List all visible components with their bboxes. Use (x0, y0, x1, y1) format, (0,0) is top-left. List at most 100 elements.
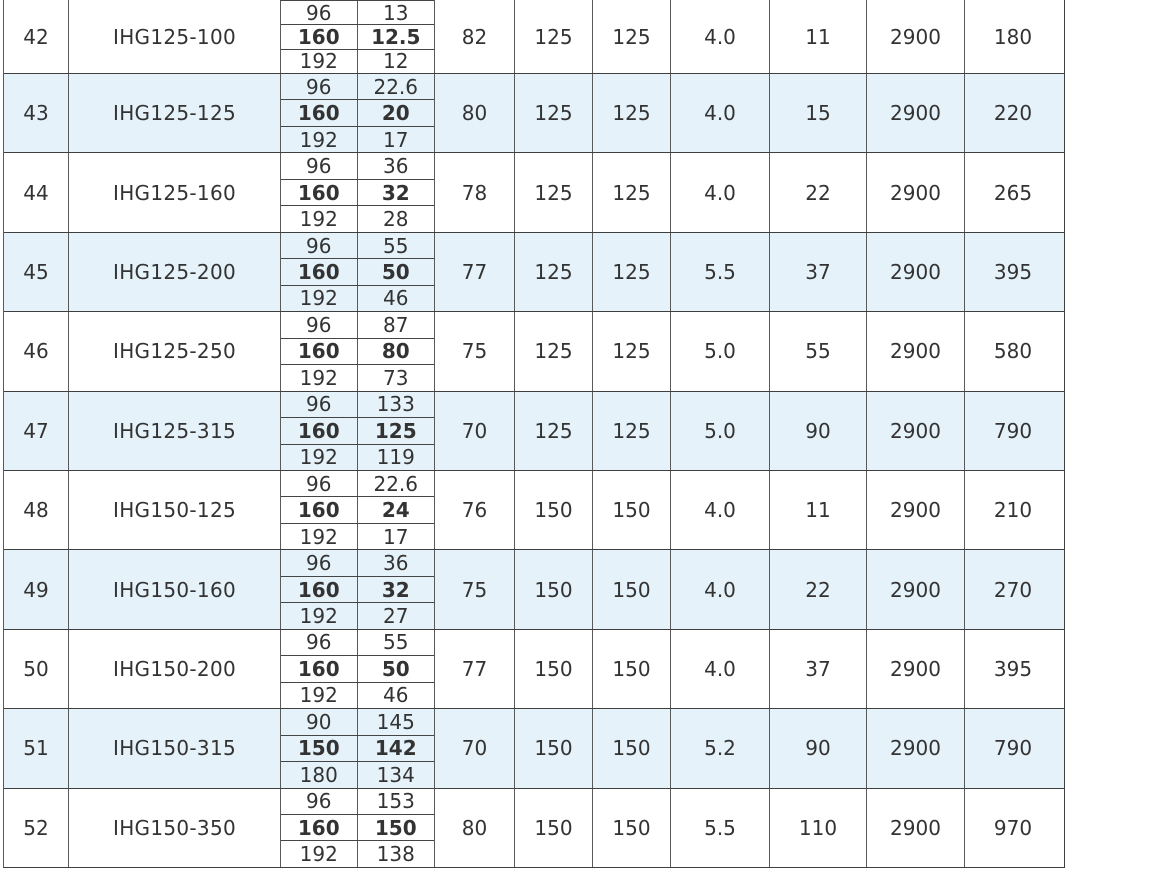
efficiency-cell: 75 (434, 312, 514, 391)
weight-cell: 180 (964, 0, 1061, 73)
weight-cell: 220 (964, 74, 1061, 153)
flow-head-subrow: 192 17 (281, 522, 434, 550)
head-value-cell: 55 (356, 629, 435, 656)
outlet-diameter-cell: 150 (592, 788, 670, 867)
motor-power-cell: 55 (769, 312, 866, 391)
flow-head-subrow: 96 87 (281, 312, 435, 338)
rotation-speed-cell: 2900 (866, 470, 964, 550)
motor-power-cell: 110 (769, 788, 866, 867)
flow-head-subrow: 96 22.6 (281, 470, 435, 497)
flow-head-subrow: 160 12.5 (281, 24, 434, 49)
npsh-cell: 5.0 (670, 391, 769, 470)
table-row: 44 IHG125-160 96 36 160 32 192 28 78 125 125 4.0 22 2… (4, 152, 1064, 232)
weight-cell: 395 (964, 232, 1061, 312)
motor-power-cell: 37 (769, 232, 866, 312)
flow-head-subrow: 192 17 (281, 125, 435, 153)
flow-head-group: 96 36 160 32 192 27 (280, 550, 434, 629)
flow-head-subrow: 96 22.6 (281, 74, 434, 100)
motor-power-cell: 11 (769, 0, 866, 73)
rotation-speed-cell: 2900 (866, 312, 964, 391)
flow-value-cell: 192 (299, 365, 338, 390)
head-value-cell: 142 (356, 735, 435, 762)
inlet-diameter-cell: 125 (514, 312, 592, 391)
head-value-cell: 17 (356, 126, 435, 153)
weight-cell: 790 (964, 709, 1061, 788)
flow-head-subrow: 160 80 (281, 337, 434, 365)
table-row: 45 IHG125-200 96 55 160 50 192 46 77 125 125 5.5 37 2… (4, 231, 1064, 312)
flow-head-subrow: 192 46 (281, 284, 435, 312)
flow-head-subrow: 150 142 (281, 734, 435, 762)
efficiency-cell: 78 (434, 153, 514, 232)
flow-value-cell: 192 (299, 49, 338, 73)
efficiency-cell: 76 (434, 470, 514, 550)
rotation-speed-cell: 2900 (866, 629, 964, 709)
row-number-cell: 44 (23, 180, 49, 205)
flow-value-cell: 160 (297, 25, 340, 49)
outlet-diameter-cell: 150 (592, 709, 670, 788)
flow-value-cell: 192 (299, 524, 338, 549)
flow-head-subrow: 96 36 (281, 153, 434, 179)
npsh-cell: 4.0 (670, 629, 769, 709)
head-value-cell: 46 (356, 682, 435, 709)
rotation-speed-cell: 2900 (866, 153, 964, 232)
model-name-cell: IHG125-160 (68, 153, 280, 232)
head-value-cell: 133 (356, 391, 435, 418)
flow-head-group: 96 55 160 50 192 46 (280, 232, 435, 312)
model-name-cell: IHG125-315 (68, 391, 280, 470)
flow-head-subrow: 96 133 (281, 391, 435, 418)
inlet-diameter-cell: 150 (514, 550, 592, 629)
flow-head-subrow: 160 20 (281, 99, 434, 126)
motor-power-cell: 37 (769, 629, 866, 709)
motor-power-cell: 22 (769, 153, 866, 232)
flow-value-cell: 150 (297, 736, 340, 761)
flow-head-subrow: 96 55 (281, 629, 435, 656)
table-row: 50 IHG150-200 96 55 160 50 192 46 77 150 150 4.0 37 2… (4, 628, 1064, 709)
head-value-cell: 46 (356, 285, 435, 312)
head-value-cell: 145 (356, 709, 435, 735)
flow-head-subrow: 90 145 (281, 709, 435, 735)
motor-power-cell: 15 (769, 74, 866, 153)
head-value-cell: 13 (356, 1, 435, 25)
weight-cell: 395 (964, 629, 1061, 709)
outlet-diameter-cell: 150 (592, 470, 670, 550)
efficiency-cell: 70 (434, 709, 514, 788)
weight-cell: 210 (964, 470, 1061, 550)
npsh-cell: 5.5 (670, 232, 769, 312)
motor-power-cell: 22 (769, 550, 866, 629)
flow-value-cell: 96 (306, 551, 332, 576)
head-value-cell: 73 (356, 365, 435, 391)
motor-power-cell: 90 (769, 391, 866, 470)
head-value-cell: 28 (356, 206, 435, 232)
head-value-cell: 87 (356, 312, 435, 338)
flow-head-subrow: 96 36 (281, 550, 434, 576)
flow-head-group: 96 13 160 12.5 192 12 (280, 0, 434, 73)
head-value-cell: 22.6 (356, 470, 435, 497)
flow-value-cell: 96 (306, 789, 332, 814)
table-row: 52 IHG150-350 96 153 160 150 192 138 80 150 150 5.5… (4, 787, 1064, 867)
head-value-cell: 12 (356, 49, 435, 73)
flow-value-cell: 160 (297, 180, 340, 205)
rotation-speed-cell: 2900 (866, 550, 964, 629)
model-name-cell: IHG150-315 (68, 709, 280, 788)
rotation-speed-cell: 2900 (866, 0, 964, 73)
flow-head-subrow: 96 13 (281, 1, 435, 25)
flow-head-subrow: 96 153 (281, 788, 434, 814)
inlet-diameter-cell: 125 (514, 0, 592, 73)
flow-value-cell: 180 (299, 762, 338, 787)
inlet-diameter-cell: 150 (514, 629, 592, 709)
npsh-cell: 4.0 (670, 550, 769, 629)
flow-value-cell: 160 (297, 498, 340, 523)
flow-value-cell: 96 (306, 233, 332, 258)
model-name-cell: IHG125-125 (68, 74, 280, 153)
flow-value-cell: 160 (297, 815, 340, 840)
table-row: 48 IHG150-125 96 22.6 160 24 192 17 76 150 150 4.0 1… (4, 469, 1064, 550)
flow-value-cell: 160 (297, 339, 340, 364)
flow-head-group: 90 145 150 142 180 134 (280, 709, 435, 788)
rotation-speed-cell: 2900 (866, 74, 964, 153)
efficiency-cell: 80 (434, 74, 514, 153)
row-number-cell: 48 (23, 498, 49, 523)
weight-cell: 265 (964, 153, 1061, 232)
flow-head-subrow: 160 32 (281, 575, 434, 603)
model-name-cell: IHG125-250 (68, 312, 280, 391)
